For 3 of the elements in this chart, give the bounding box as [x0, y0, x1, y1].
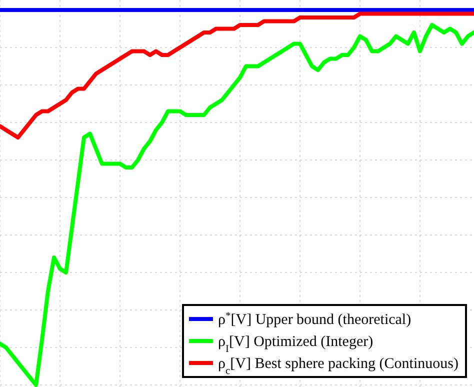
- legend-label: ρ$^{*}$[V] Upper bound (theoretical): [218, 310, 412, 328]
- legend-label: ρ$_{c}$[V] Best sphere packing (Continuous): [218, 356, 458, 376]
- legend-label: ρ$_{I}$[V] Optimized (Integer): [218, 334, 374, 354]
